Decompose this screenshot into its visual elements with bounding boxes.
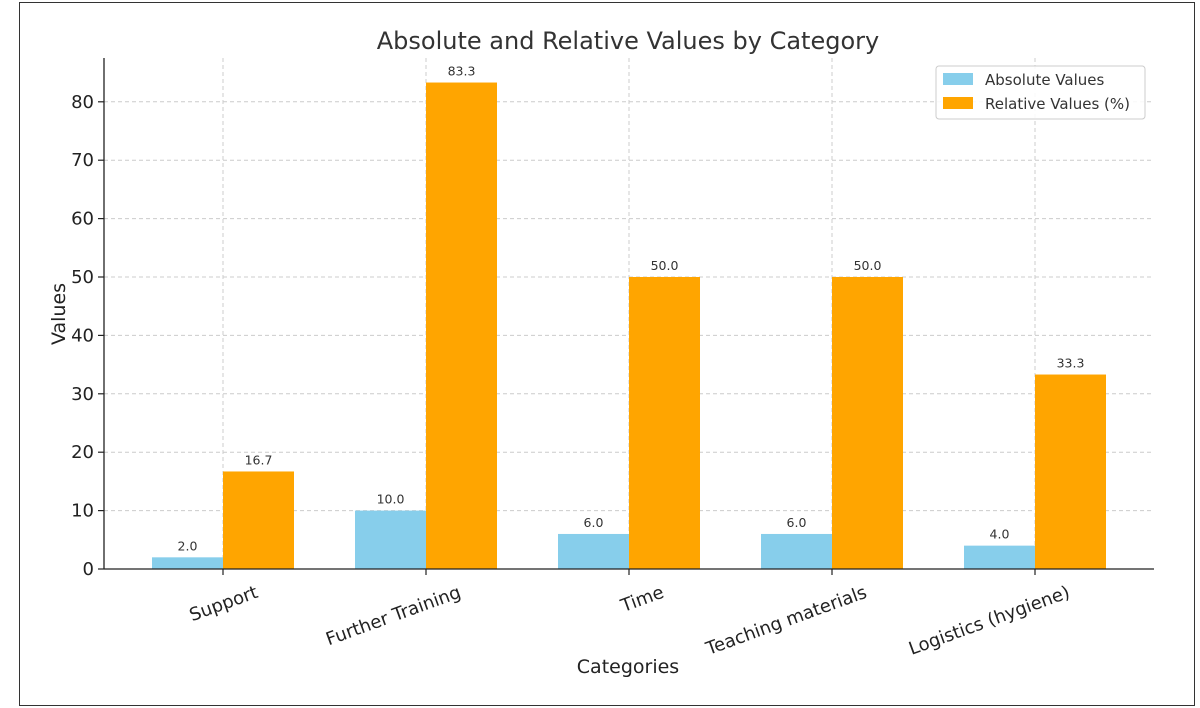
bar-relative-0 xyxy=(223,471,294,569)
bar-absolute-1 xyxy=(355,510,426,569)
y-tick-label: 30 xyxy=(71,384,94,405)
data-label: 33.3 xyxy=(1057,356,1085,371)
y-tick-label: 10 xyxy=(71,501,94,522)
data-label: 6.0 xyxy=(584,515,604,530)
legend-box xyxy=(935,65,1146,120)
legend-swatch-relative xyxy=(943,97,973,109)
data-label: 16.7 xyxy=(245,452,273,467)
x-axis-label: Categories xyxy=(577,656,679,678)
bar-relative-1 xyxy=(426,82,497,569)
x-tick-label: Time xyxy=(617,582,667,617)
data-label: 10.0 xyxy=(377,492,405,507)
legend-label-relative: Relative Values (%) xyxy=(985,95,1130,113)
bar-absolute-0 xyxy=(152,557,223,569)
data-labels: 2.0 10.0 6.0 6.0 4.0 16.7 83.3 50.0 50.0 33.3 xyxy=(178,64,1085,554)
data-label: 50.0 xyxy=(854,258,882,273)
legend: Absolute Values Relative Values (%) xyxy=(935,65,1146,120)
y-tick-label: 50 xyxy=(71,267,94,288)
legend-swatch-absolute xyxy=(943,73,973,85)
y-tick-label: 20 xyxy=(71,442,94,463)
data-label: 6.0 xyxy=(787,515,807,530)
bar-relative-2 xyxy=(629,277,700,569)
legend-label-absolute: Absolute Values xyxy=(985,71,1105,89)
x-tick-label: Further Training xyxy=(323,582,464,650)
y-axis-label: Values xyxy=(48,283,70,345)
bars xyxy=(152,82,1106,569)
axes: 0 10 20 30 40 50 60 70 80 Support Further Training… xyxy=(71,58,1154,660)
y-tick-label: 40 xyxy=(71,325,94,346)
y-tick-label: 0 xyxy=(83,559,94,580)
y-tick-label: 70 xyxy=(71,150,94,171)
x-tick-label: Support xyxy=(187,582,261,626)
x-tick-label: Logistics (hygiene) xyxy=(906,582,1073,660)
data-label: 4.0 xyxy=(990,527,1010,542)
bar-absolute-4 xyxy=(964,545,1035,569)
bar-absolute-2 xyxy=(558,533,629,569)
bar-absolute-3 xyxy=(761,533,832,569)
data-label: 50.0 xyxy=(651,258,679,273)
y-tick-label: 60 xyxy=(71,209,94,230)
data-label: 2.0 xyxy=(178,538,198,553)
y-tick-label: 80 xyxy=(71,92,94,113)
x-tick-label: Teaching materials xyxy=(702,582,869,660)
bar-relative-4 xyxy=(1035,374,1106,569)
data-label: 83.3 xyxy=(448,64,476,79)
bar-relative-3 xyxy=(832,277,903,569)
chart-title: Absolute and Relative Values by Category xyxy=(377,27,879,55)
